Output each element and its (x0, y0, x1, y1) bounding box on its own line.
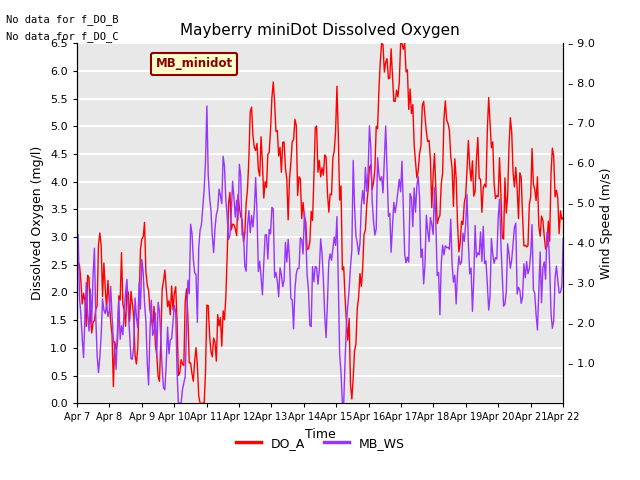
Text: No data for f_DO_C: No data for f_DO_C (6, 31, 119, 42)
Y-axis label: Dissolved Oxygen (mg/l): Dissolved Oxygen (mg/l) (31, 146, 44, 300)
X-axis label: Time: Time (305, 428, 335, 441)
Text: No data for f_DO_B: No data for f_DO_B (6, 14, 119, 25)
Y-axis label: Wind Speed (m/s): Wind Speed (m/s) (600, 168, 614, 279)
Title: Mayberry miniDot Dissolved Oxygen: Mayberry miniDot Dissolved Oxygen (180, 23, 460, 38)
Legend: DO_A, MB_WS: DO_A, MB_WS (230, 432, 410, 455)
